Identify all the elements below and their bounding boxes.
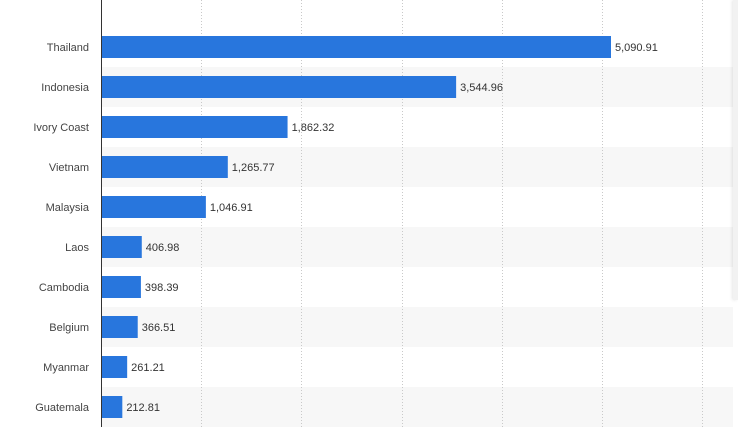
category-label: Ivory Coast	[33, 122, 89, 134]
category-label: Malaysia	[46, 202, 90, 214]
row-stripe	[101, 307, 733, 347]
data-label: 398.39	[145, 282, 179, 294]
category-label: Belgium	[49, 322, 89, 334]
bar-laos	[101, 236, 142, 258]
bar-vietnam	[101, 156, 228, 178]
bar-cambodia	[101, 276, 141, 298]
data-label: 406.98	[146, 242, 180, 254]
row-stripe	[101, 227, 733, 267]
category-label: Guatemala	[35, 402, 90, 414]
bar-malaysia	[101, 196, 206, 218]
data-label: 1,265.77	[232, 162, 275, 174]
category-label: Laos	[65, 242, 89, 254]
category-label: Myanmar	[43, 362, 89, 374]
data-label: 366.51	[142, 322, 176, 334]
bar-thailand	[101, 36, 611, 58]
bar-indonesia	[101, 76, 457, 98]
bar-guatemala	[101, 396, 123, 418]
category-label: Cambodia	[39, 282, 90, 294]
data-label: 261.21	[131, 362, 165, 374]
data-label: 1,046.91	[210, 202, 253, 214]
bar-belgium	[101, 316, 138, 338]
data-label: 1,862.32	[292, 122, 335, 134]
bar-myanmar	[101, 356, 128, 378]
category-label: Thailand	[47, 42, 89, 54]
category-label: Vietnam	[49, 162, 89, 174]
data-label: 5,090.91	[615, 42, 658, 54]
data-label: 212.81	[126, 402, 160, 414]
row-stripe	[101, 387, 733, 427]
category-label: Indonesia	[41, 82, 90, 94]
bar-ivory-coast	[101, 116, 288, 138]
side-panel-edge	[733, 0, 738, 300]
data-label: 3,544.96	[460, 82, 503, 94]
